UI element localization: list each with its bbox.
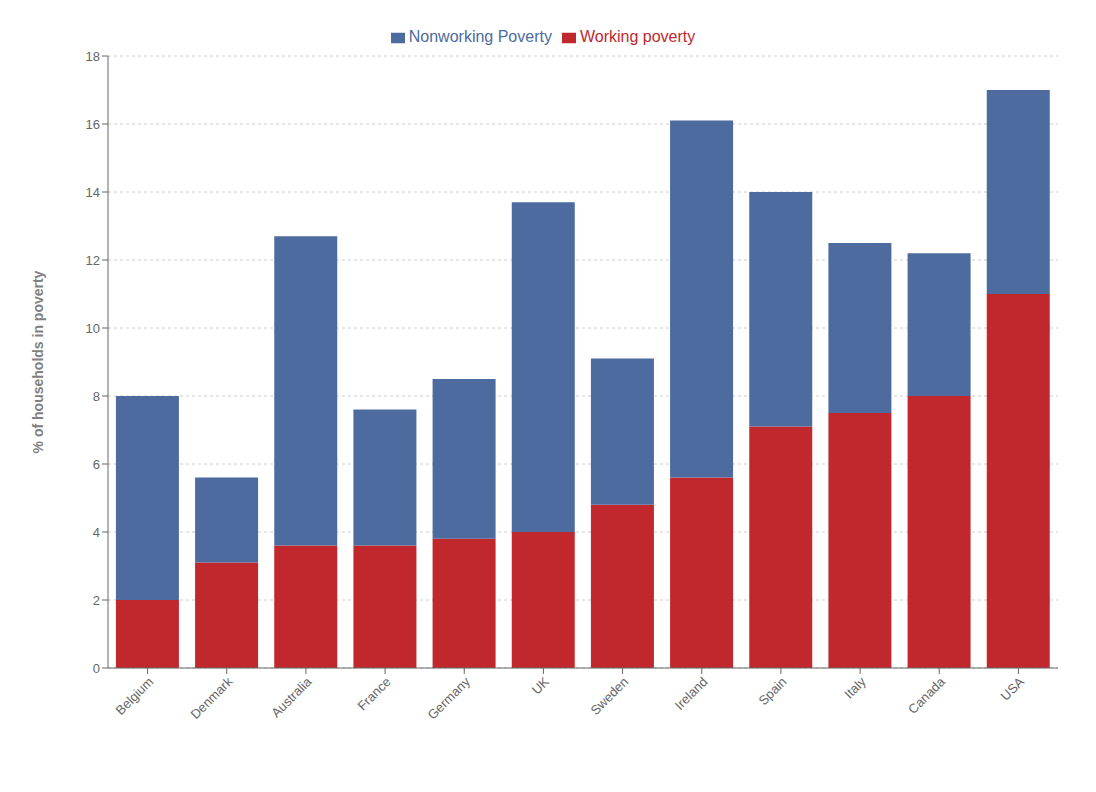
svg-text:16: 16 <box>86 117 100 132</box>
svg-text:Germany: Germany <box>424 674 473 723</box>
svg-text:Spain: Spain <box>755 674 789 708</box>
svg-text:18: 18 <box>86 49 100 64</box>
svg-text:France: France <box>355 674 394 713</box>
svg-text:Sweden: Sweden <box>587 674 631 718</box>
svg-text:8: 8 <box>93 389 100 404</box>
svg-text:4: 4 <box>93 525 100 540</box>
svg-text:6: 6 <box>93 457 100 472</box>
html-text:Working poverty: Working poverty <box>579 28 696 45</box>
svg-text:12: 12 <box>86 253 100 268</box>
svg-text:0: 0 <box>93 661 100 676</box>
html-text:Nonworking Poverty: Nonworking Poverty <box>408 28 552 45</box>
svg-text:USA: USA <box>998 674 1028 704</box>
svg-text:% of households in poverty: % of households in poverty <box>30 270 46 453</box>
svg-text:Ireland: Ireland <box>672 674 711 713</box>
svg-text:Canada: Canada <box>905 674 948 717</box>
svg-text:Belgium: Belgium <box>112 674 156 718</box>
svg-text:10: 10 <box>86 321 100 336</box>
svg-text:UK: UK <box>529 674 553 698</box>
svg-text:2: 2 <box>93 593 100 608</box>
svg-text:Denmark: Denmark <box>187 674 235 722</box>
svg-text:Australia: Australia <box>268 673 315 720</box>
svg-text:Italy: Italy <box>841 674 869 702</box>
svg-text:14: 14 <box>86 185 100 200</box>
